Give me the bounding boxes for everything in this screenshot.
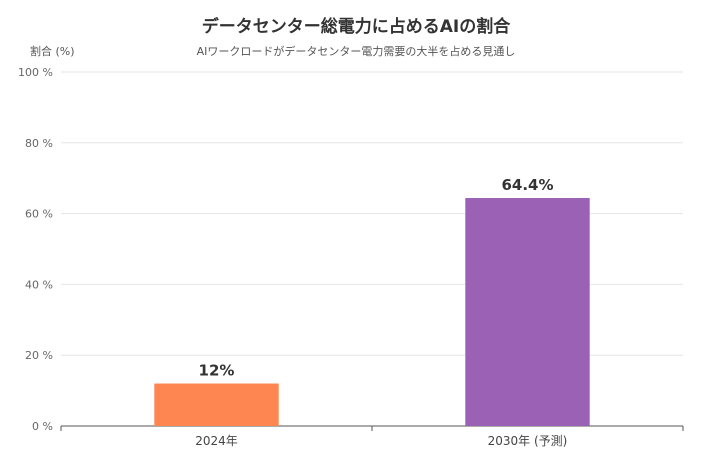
x-tick-label: 2030年 (予測)	[488, 434, 568, 448]
chart-subtitle: AIワークロードがデータセンター電力需要の大半を占める見通し	[196, 45, 516, 58]
y-axis-label: 割合 (%)	[30, 45, 75, 58]
chart-title: データセンター総電力に占めるAIの割合	[201, 17, 511, 37]
data-label: 64.4%	[501, 176, 553, 194]
y-tick-label: 60 %	[25, 208, 53, 221]
y-tick-label: 0 %	[32, 420, 53, 433]
bar	[465, 198, 590, 426]
y-tick-label: 20 %	[25, 349, 53, 362]
x-tick-label: 2024年	[195, 434, 238, 448]
y-tick-label: 80 %	[25, 137, 53, 150]
data-label: 12%	[199, 362, 235, 380]
y-tick-label: 40 %	[25, 278, 53, 291]
y-tick-label: 100 %	[18, 66, 53, 79]
bar	[154, 383, 279, 426]
